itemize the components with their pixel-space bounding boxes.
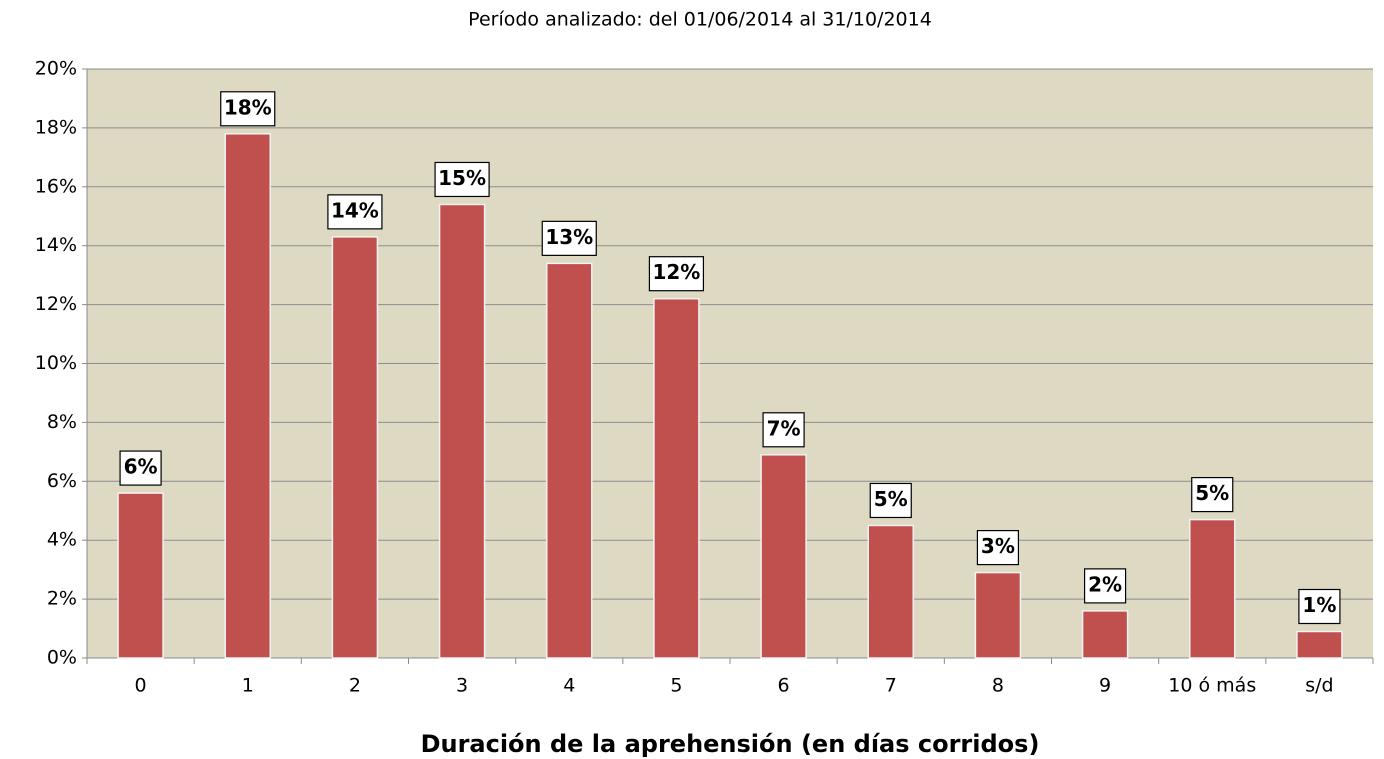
value-label-box	[1083, 568, 1127, 604]
value-label-box	[648, 256, 705, 292]
x-tick-label: 2	[349, 675, 361, 697]
value-label-box	[541, 220, 597, 256]
x-tick-label: 3	[456, 675, 468, 697]
value-label: 14%	[331, 198, 379, 222]
value-label-box	[119, 450, 162, 486]
bar	[1296, 630, 1343, 659]
x-tick-label: 7	[885, 675, 897, 697]
y-tick-label: 12%	[35, 293, 77, 315]
value-label-box	[220, 91, 276, 127]
x-axis-label: Duración de la aprehensión (en días corr…	[421, 730, 1040, 758]
bar	[224, 133, 272, 659]
bar	[545, 262, 593, 659]
value-label: 2%	[1088, 572, 1122, 596]
bar	[760, 454, 807, 659]
y-tick-label: 18%	[35, 116, 77, 138]
y-tick-label: 0%	[47, 647, 77, 669]
value-label: 5%	[1195, 481, 1229, 505]
bar	[1081, 610, 1129, 659]
value-label-box	[869, 482, 912, 519]
value-label-box	[1298, 588, 1341, 625]
y-tick-label: 14%	[35, 234, 77, 256]
value-label: 15%	[438, 166, 486, 190]
value-label: 13%	[545, 225, 593, 249]
value-label-box	[976, 529, 1020, 566]
value-label-box	[327, 194, 383, 230]
y-tick-label: 10%	[35, 352, 77, 374]
bar	[653, 297, 700, 659]
value-label: 12%	[652, 260, 700, 284]
value-label: 1%	[1302, 593, 1336, 617]
y-tick-label: 8%	[47, 411, 77, 433]
bar	[867, 524, 915, 659]
bar	[117, 492, 164, 659]
y-tick-label: 20%	[35, 58, 77, 80]
value-label-box	[434, 161, 490, 198]
x-tick-label: 4	[563, 675, 575, 697]
bar	[438, 203, 486, 659]
bar	[974, 571, 1022, 659]
value-label-box	[1191, 476, 1234, 513]
x-tick-label: 0	[135, 675, 147, 697]
chart-title: Período analizado: del 01/06/2014 al 31/…	[468, 9, 932, 31]
x-tick-label: 6	[778, 675, 790, 697]
value-label-box	[762, 412, 805, 448]
y-tick-label: 16%	[35, 175, 77, 197]
x-tick-label: s/d	[1305, 675, 1333, 697]
x-tick-label: 9	[1099, 675, 1111, 697]
value-label: 18%	[224, 95, 272, 119]
y-tick-label: 2%	[47, 588, 77, 610]
value-label: 7%	[767, 416, 801, 440]
x-tick-label: 5	[670, 675, 682, 697]
y-tick-label: 4%	[47, 529, 77, 551]
bar	[1188, 518, 1236, 659]
x-tick-label: 10 ó más	[1168, 675, 1256, 697]
value-label: 3%	[981, 534, 1015, 558]
value-label: 6%	[124, 455, 158, 479]
y-tick-label: 6%	[47, 470, 77, 492]
bar	[331, 236, 379, 659]
x-tick-label: 1	[242, 675, 254, 697]
value-label: 5%	[874, 487, 908, 511]
x-tick-label: 8	[992, 675, 1004, 697]
